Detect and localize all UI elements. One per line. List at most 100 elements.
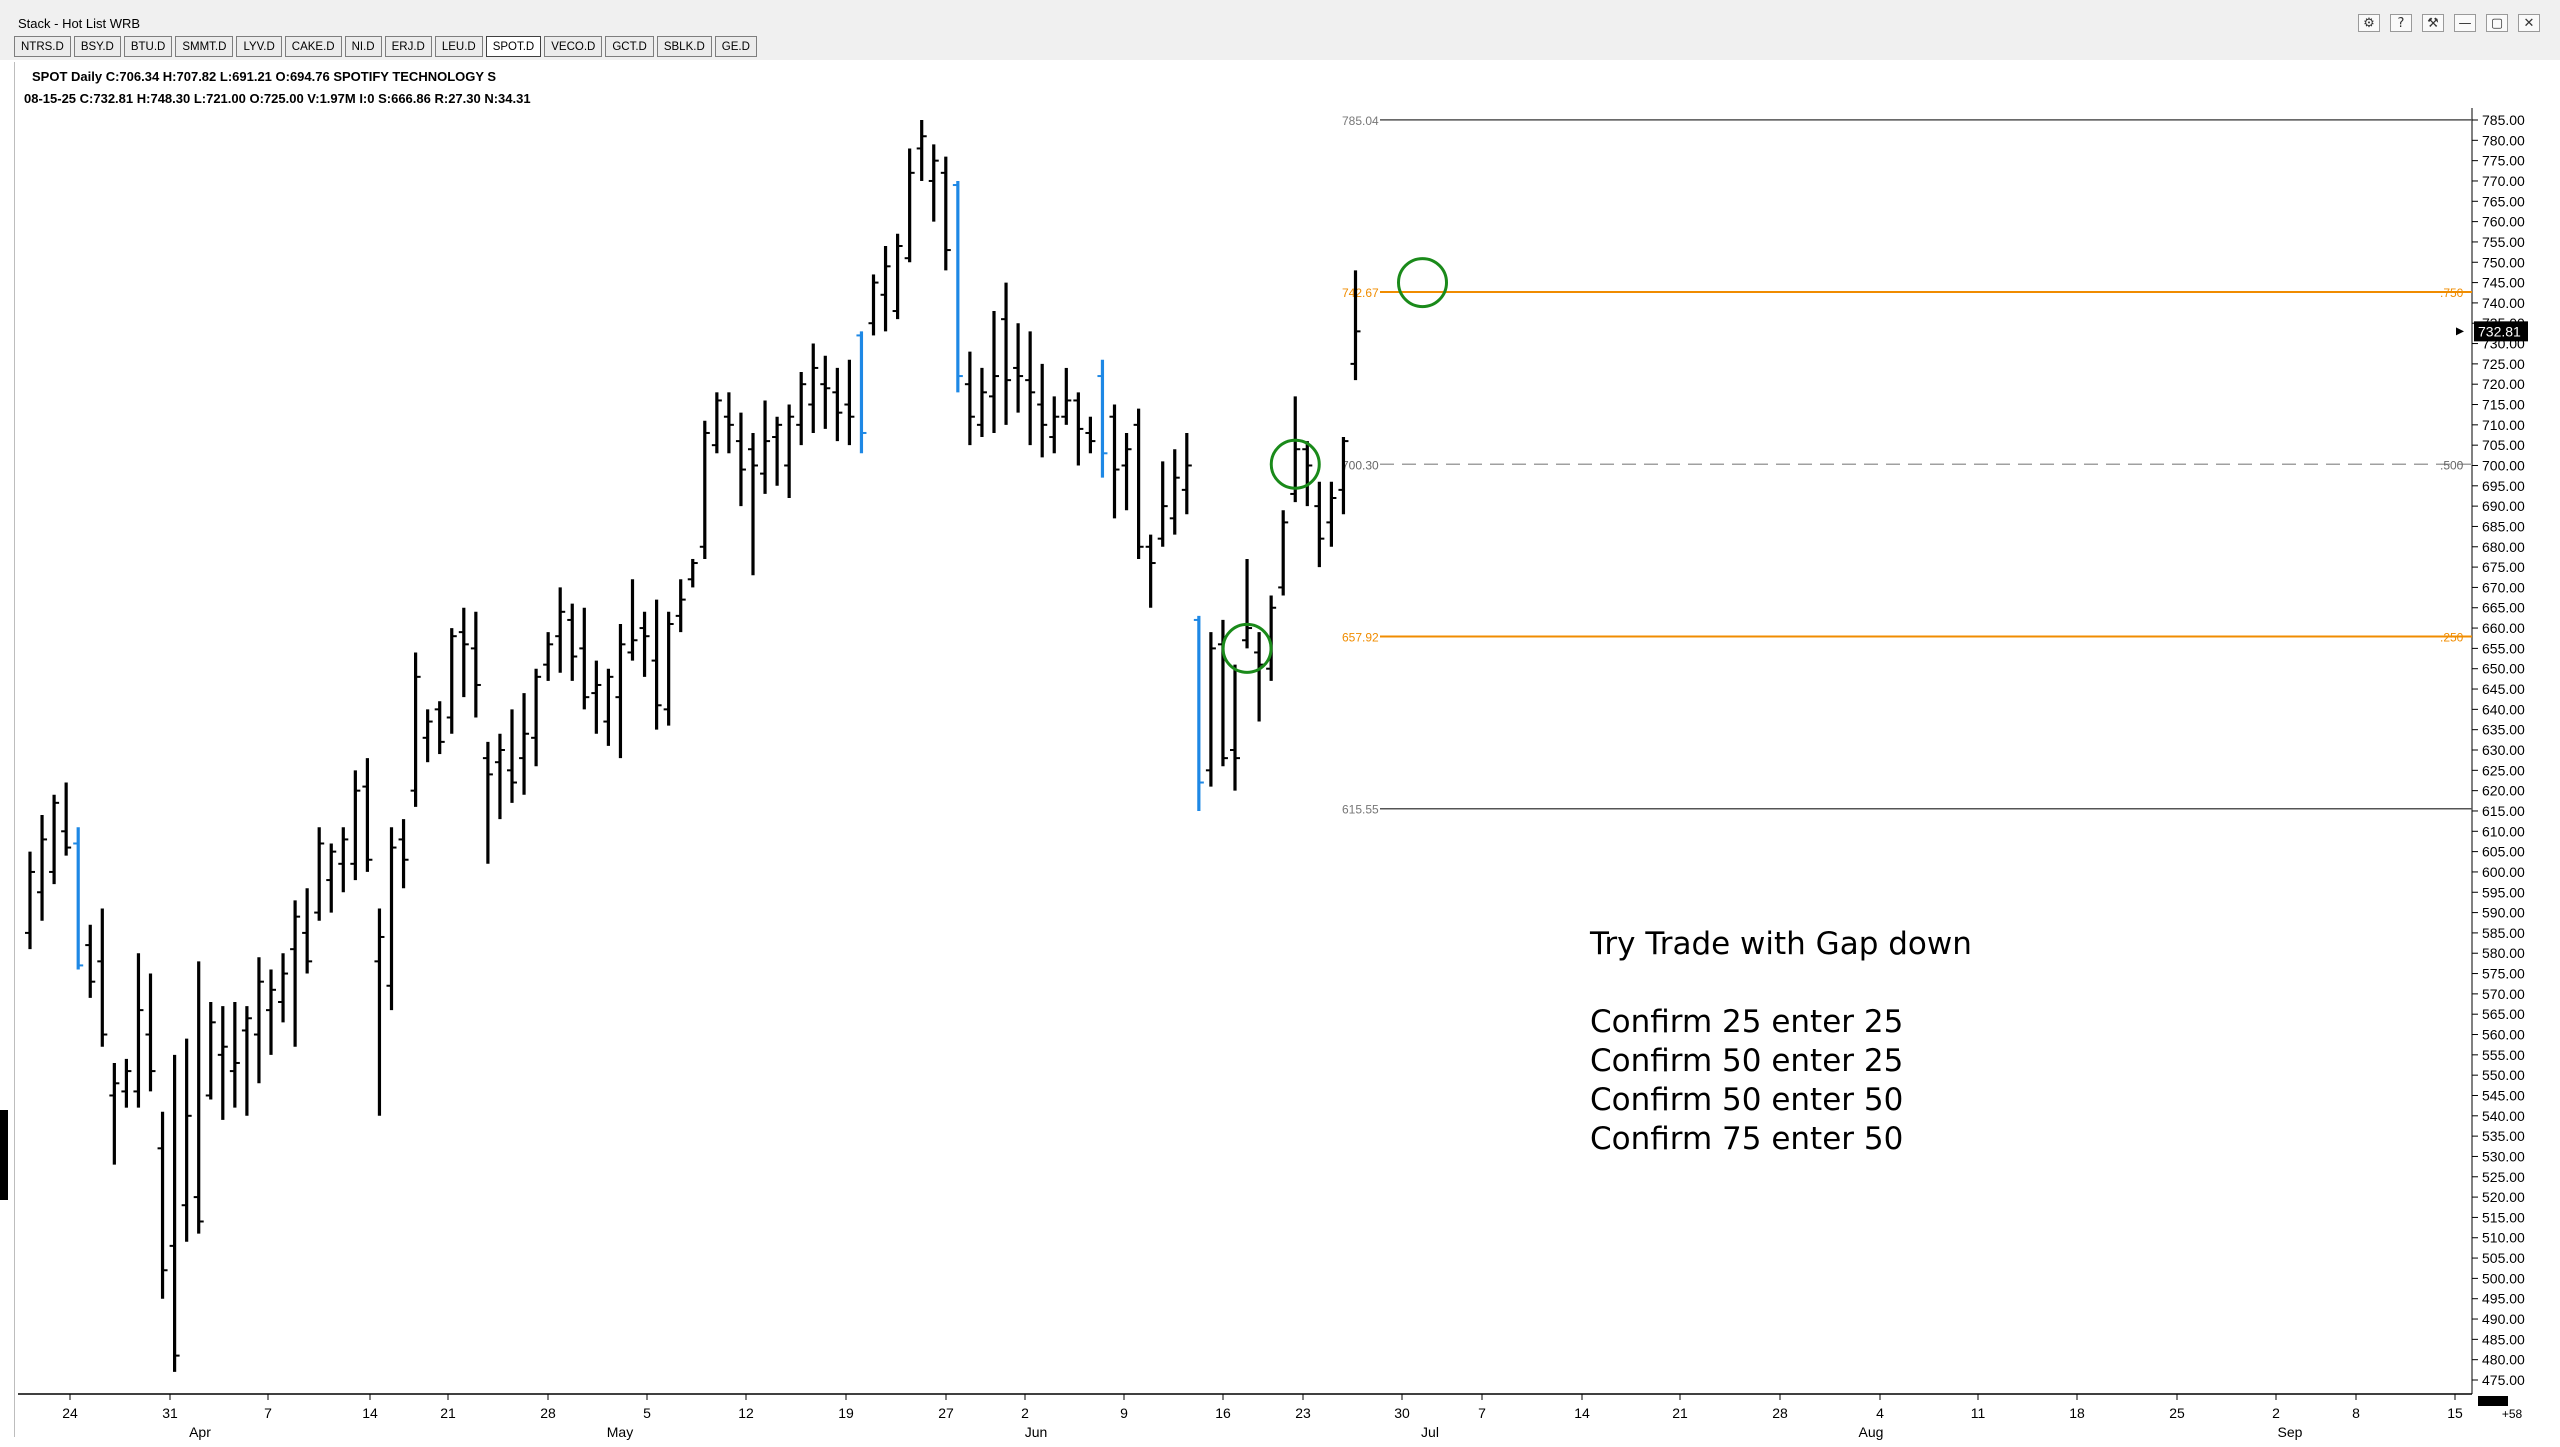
x-tick-label: 7 <box>264 1405 272 1421</box>
y-tick-label: 600.00 <box>2482 864 2525 880</box>
y-tick-label: 670.00 <box>2482 579 2525 595</box>
x-tick-label: 21 <box>1672 1405 1688 1421</box>
level-ratio-label: .250 <box>2440 631 2464 645</box>
signal-circle <box>1221 622 1273 674</box>
note-rule-4: Confirm 75 enter 50 <box>1590 1121 1904 1157</box>
x-tick-label: 14 <box>362 1405 378 1421</box>
y-tick-label: 550.00 <box>2482 1067 2525 1083</box>
maximize-icon[interactable]: ▢ <box>2486 14 2508 32</box>
x-tick-label: 24 <box>62 1405 78 1421</box>
y-tick-label: 655.00 <box>2482 640 2525 656</box>
x-tick-label: 31 <box>162 1405 178 1421</box>
level-ratio-label: .500 <box>2440 458 2464 472</box>
tab-sblk-d[interactable]: SBLK.D <box>656 36 712 57</box>
close-icon[interactable]: ✕ <box>2518 14 2540 32</box>
tab-smmt-d[interactable]: SMMT.D <box>175 36 234 57</box>
y-tick-label: 765.00 <box>2482 193 2525 209</box>
y-tick-label: 740.00 <box>2482 295 2525 311</box>
window-title: Stack - Hot List WRB <box>18 16 141 31</box>
bar-info-line: 08-15-25 C:732.81 H:748.30 L:721.00 O:72… <box>24 91 531 106</box>
y-tick-label: 535.00 <box>2482 1128 2525 1144</box>
tab-ntrs-d[interactable]: NTRS.D <box>14 36 71 57</box>
x-tick-label: 2 <box>2272 1405 2280 1421</box>
y-tick-label: 720.00 <box>2482 376 2525 392</box>
y-tick-label: 780.00 <box>2482 132 2525 148</box>
y-tick-label: 565.00 <box>2482 1006 2525 1022</box>
signal-circle <box>1397 257 1448 309</box>
y-tick-label: 725.00 <box>2482 356 2525 372</box>
scroll-handle[interactable] <box>0 1110 8 1200</box>
level-price-label: 700.30 <box>1342 458 1379 472</box>
tab-btu-d[interactable]: BTU.D <box>123 36 173 57</box>
tab-bsy-d[interactable]: BSY.D <box>73 36 121 57</box>
level-ratio-label: .750 <box>2440 286 2464 300</box>
y-tick-label: 755.00 <box>2482 234 2525 250</box>
y-tick-label: 570.00 <box>2482 986 2525 1002</box>
tab-erj-d[interactable]: ERJ.D <box>384 36 432 57</box>
tab-lyv-d[interactable]: LYV.D <box>236 36 282 57</box>
y-tick-label: 485.00 <box>2482 1331 2525 1347</box>
tab-cake-d[interactable]: CAKE.D <box>284 36 342 57</box>
y-tick-label: 715.00 <box>2482 397 2525 413</box>
window-controls: ⚙? ⚒ — ▢ ✕ <box>2358 14 2540 32</box>
x-tick-label: 5 <box>643 1405 651 1421</box>
trade-note: Try Trade with Gap down Confirm 25 enter… <box>1590 925 1972 1159</box>
y-tick-label: 590.00 <box>2482 905 2525 921</box>
y-tick-label: 630.00 <box>2482 742 2525 758</box>
level-price-label: 615.55 <box>1342 803 1379 817</box>
y-tick-label: 660.00 <box>2482 620 2525 636</box>
y-tick-label: 575.00 <box>2482 966 2525 982</box>
y-tick-label: 635.00 <box>2482 722 2525 738</box>
axis-end-blocks <box>2478 1396 2508 1406</box>
y-tick-label: 480.00 <box>2482 1352 2525 1368</box>
last-price-badge <box>2474 321 2528 342</box>
y-tick-label: 610.00 <box>2482 823 2525 839</box>
x-tick-label: 14 <box>1574 1405 1590 1421</box>
symbol-tab-bar: NTRS.D BSY.D BTU.D SMMT.D LYV.D CAKE.D NI.D ERJ… <box>0 36 2560 60</box>
level-price-label: 742.67 <box>1342 286 1379 300</box>
help-icon[interactable]: ? <box>2390 14 2412 32</box>
tab-ni-d[interactable]: NI.D <box>344 36 382 57</box>
y-tick-label: 695.00 <box>2482 478 2525 494</box>
y-tick-label: 490.00 <box>2482 1311 2525 1327</box>
tab-gct-d[interactable]: GCT.D <box>605 36 654 57</box>
x-tick-label: 28 <box>540 1405 556 1421</box>
y-tick-label: 510.00 <box>2482 1230 2525 1246</box>
minimize-icon[interactable]: — <box>2454 14 2476 32</box>
y-tick-label: 685.00 <box>2482 518 2525 534</box>
x-tick-label: 2 <box>1021 1405 1029 1421</box>
x-tick-label: 21 <box>440 1405 456 1421</box>
x-tick-label: 12 <box>738 1405 754 1421</box>
note-rule-2: Confirm 50 enter 25 <box>1590 1043 1904 1079</box>
symbol-tabs: NTRS.D BSY.D BTU.D SMMT.D LYV.D CAKE.D NI.D ERJ… <box>14 36 757 57</box>
tab-veco-d[interactable]: VECO.D <box>544 36 603 57</box>
y-tick-label: 650.00 <box>2482 661 2525 677</box>
y-tick-label: 700.00 <box>2482 457 2525 473</box>
y-tick-label: 665.00 <box>2482 600 2525 616</box>
tab-ge-d[interactable]: GE.D <box>714 36 757 57</box>
tab-leu-d[interactable]: LEU.D <box>434 36 483 57</box>
y-tick-label: 500.00 <box>2482 1270 2525 1286</box>
y-tick-label: 585.00 <box>2482 925 2525 941</box>
y-tick-label: 760.00 <box>2482 214 2525 230</box>
tab-spot-d[interactable]: SPOT.D <box>485 36 542 57</box>
y-tick-label: 775.00 <box>2482 153 2525 169</box>
y-tick-label: 595.00 <box>2482 884 2525 900</box>
y-tick-label: 515.00 <box>2482 1209 2525 1225</box>
y-tick-label: 525.00 <box>2482 1169 2525 1185</box>
y-tick-label: 750.00 <box>2482 254 2525 270</box>
month-label: Apr <box>189 1424 211 1440</box>
chart-settings-icon[interactable]: ⚙ <box>2358 14 2380 32</box>
y-tick-label: 580.00 <box>2482 945 2525 961</box>
last-price-arrow-icon <box>2456 327 2464 336</box>
y-tick-label: 495.00 <box>2482 1291 2525 1307</box>
tools-icon[interactable]: ⚒ <box>2422 14 2444 32</box>
title-bar: Stack - Hot List WRB ⚙? ⚒ — ▢ ✕ <box>0 0 2560 37</box>
level-price-label: 785.04 <box>1342 114 1379 128</box>
ohlc-info-line: SPOT Daily C:706.34 H:707.82 L:691.21 O:… <box>32 69 497 84</box>
x-tick-label: 18 <box>2069 1405 2085 1421</box>
month-label: Jul <box>1421 1424 1439 1440</box>
x-tick-label: 8 <box>2352 1405 2360 1421</box>
